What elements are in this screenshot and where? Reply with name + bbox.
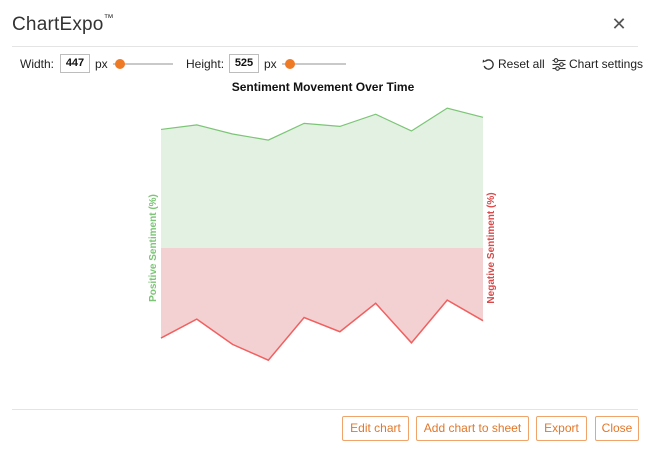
export-button[interactable]: Export bbox=[536, 416, 587, 441]
height-slider[interactable] bbox=[282, 59, 346, 69]
reset-icon bbox=[482, 59, 494, 70]
width-slider-thumb[interactable] bbox=[115, 59, 125, 69]
close-button[interactable]: Close bbox=[595, 416, 639, 441]
width-unit: px bbox=[95, 57, 108, 71]
sentiment-chart: Positive Sentiment (%) Negative Sentimen… bbox=[148, 107, 497, 362]
width-input[interactable]: 447 bbox=[60, 54, 90, 73]
trademark-mark: ™ bbox=[103, 12, 114, 24]
reset-all-label: Reset all bbox=[498, 57, 545, 71]
chart-title: Sentiment Movement Over Time bbox=[231, 80, 415, 94]
app-title-text: ChartExpo bbox=[12, 14, 104, 35]
right-axis-label: Negative Sentiment (%) bbox=[486, 192, 497, 303]
negative-series-line bbox=[160, 299, 484, 362]
app-title: ChartExpo™ bbox=[12, 12, 114, 36]
positive-series-line bbox=[160, 107, 484, 141]
height-slider-thumb[interactable] bbox=[285, 59, 295, 69]
add-chart-to-sheet-button[interactable]: Add chart to sheet bbox=[416, 416, 529, 441]
height-label: Height: bbox=[186, 57, 225, 71]
height-input[interactable]: 525 bbox=[229, 54, 259, 73]
reset-all-button[interactable]: Reset all bbox=[482, 54, 545, 74]
footer-divider bbox=[12, 409, 638, 410]
chart-area: Sentiment Movement Over Time Positive Se… bbox=[0, 76, 650, 410]
width-slider[interactable] bbox=[113, 59, 173, 69]
width-label: Width: bbox=[20, 57, 55, 71]
edit-chart-button[interactable]: Edit chart bbox=[342, 416, 409, 441]
chart-settings-label: Chart settings bbox=[569, 57, 644, 71]
dialog-header: ChartExpo™ ✕ bbox=[12, 12, 638, 40]
sliders-icon bbox=[552, 58, 566, 71]
close-icon[interactable]: ✕ bbox=[611, 14, 627, 34]
chart-settings-button[interactable]: Chart settings bbox=[552, 54, 643, 74]
height-unit: px bbox=[264, 57, 277, 71]
header-divider bbox=[12, 46, 638, 47]
chart-size-controls: Width: 447 px Height: 525 px Reset all bbox=[20, 54, 643, 74]
negative-area bbox=[161, 248, 483, 361]
left-axis-label: Positive Sentiment (%) bbox=[148, 194, 159, 302]
positive-area bbox=[161, 108, 483, 248]
